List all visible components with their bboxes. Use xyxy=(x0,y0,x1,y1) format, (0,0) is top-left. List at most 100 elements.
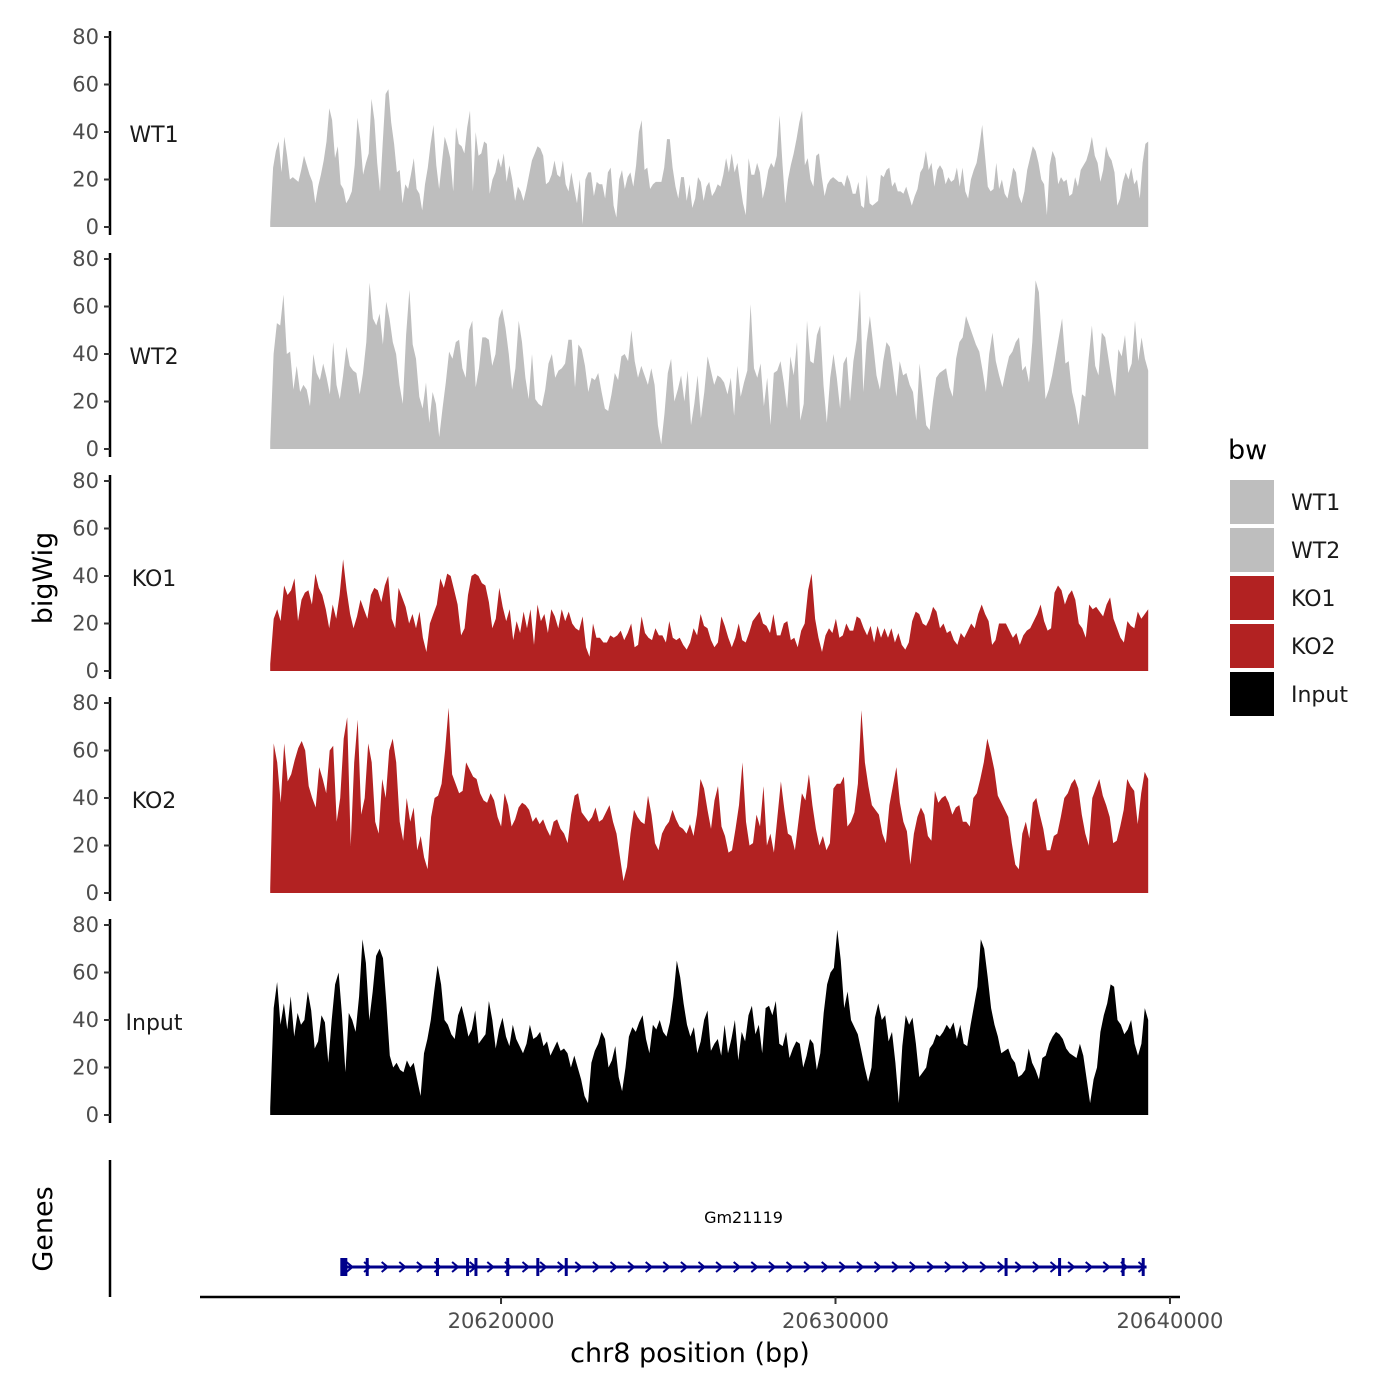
legend-key-wt2 xyxy=(1230,528,1274,572)
y-tick-label: 20 xyxy=(72,1056,99,1080)
track-label-ko1: KO1 xyxy=(132,567,177,592)
exon xyxy=(466,1258,470,1276)
strand-arrow xyxy=(609,1261,619,1273)
legend-key-wt1 xyxy=(1230,480,1274,524)
strand-arrow xyxy=(926,1261,935,1273)
strand-arrow xyxy=(381,1261,390,1273)
strand-arrow xyxy=(838,1261,847,1273)
track-panel-ko1: 0 20 40 60 80 KO1 xyxy=(72,469,1149,683)
y-tick-label: 80 xyxy=(72,691,99,715)
legend-label-wt2: WT2 xyxy=(1291,539,1340,564)
strand-arrow xyxy=(645,1261,654,1273)
x-axis: 20620000 20630000 20640000 xyxy=(200,1295,1224,1333)
legend-label-input: Input xyxy=(1291,683,1348,708)
strand-arrow xyxy=(451,1261,460,1273)
strand-arrow xyxy=(521,1261,531,1273)
track-panels: 0 20 40 60 80 WT1 0 20 40 60 80 WT2 0 20 40 60 80 KO1 0 20 4… xyxy=(72,25,1149,1127)
x-axis-title: chr8 position (bp) xyxy=(570,1338,810,1369)
exon xyxy=(340,1258,348,1276)
legend-title: bw xyxy=(1228,435,1267,466)
y-tick-label: 0 xyxy=(86,215,99,239)
legend-label-ko1: KO1 xyxy=(1291,587,1336,612)
legend-label-ko2: KO2 xyxy=(1291,635,1336,660)
track-panel-ko2: 0 20 40 60 80 KO2 xyxy=(72,691,1149,905)
x-tick-label: 20620000 xyxy=(448,1309,555,1333)
gene-track: Gm21119 xyxy=(108,1160,1147,1297)
strand-arrow xyxy=(733,1261,742,1273)
y-tick-label: 40 xyxy=(72,1008,99,1032)
strand-arrow xyxy=(891,1261,900,1273)
exon xyxy=(1004,1258,1008,1276)
track-label-wt1: WT1 xyxy=(129,123,178,148)
exon xyxy=(536,1258,540,1276)
exon xyxy=(1058,1258,1062,1276)
y-tick-label: 60 xyxy=(72,739,99,763)
legend-key-input xyxy=(1230,672,1274,716)
strand-arrow xyxy=(697,1261,707,1273)
legend-label-wt1: WT1 xyxy=(1291,491,1340,516)
strand-arrow xyxy=(539,1261,548,1273)
exon xyxy=(474,1258,478,1276)
coverage-area-wt2 xyxy=(270,280,1149,449)
legend-key-ko1 xyxy=(1230,576,1274,620)
exon xyxy=(435,1258,439,1276)
coverage-area-ko2 xyxy=(270,707,1149,893)
y-tick-label: 0 xyxy=(86,881,99,905)
strand-arrow xyxy=(979,1261,988,1273)
strand-arrow xyxy=(803,1261,812,1273)
strand-arrow xyxy=(592,1261,601,1273)
y-tick-label: 60 xyxy=(72,73,99,97)
strand-arrow xyxy=(909,1261,918,1273)
track-panel-wt2: 0 20 40 60 80 WT2 xyxy=(72,247,1149,461)
y-tick-label: 40 xyxy=(72,564,99,588)
strand-arrow xyxy=(750,1261,759,1273)
strand-arrow xyxy=(486,1261,495,1273)
strand-arrow xyxy=(768,1261,777,1273)
y-tick-label: 80 xyxy=(72,25,99,49)
track-label-ko2: KO2 xyxy=(132,789,177,814)
y-tick-label: 20 xyxy=(72,168,99,192)
y-tick-label: 40 xyxy=(72,786,99,810)
track-label-input: Input xyxy=(126,1011,183,1036)
y-tick-label: 60 xyxy=(72,961,99,985)
x-tick-label: 20640000 xyxy=(1117,1309,1224,1333)
coverage-area-ko1 xyxy=(270,559,1149,671)
legend-key-ko2 xyxy=(1230,624,1274,668)
strand-arrow xyxy=(680,1261,689,1273)
exon xyxy=(1121,1258,1125,1276)
y-tick-label: 0 xyxy=(86,659,99,683)
legend: bw WT1 WT2 KO1 KO2 Input xyxy=(1228,435,1348,716)
exon xyxy=(506,1258,510,1276)
strand-arrow xyxy=(961,1261,971,1273)
coverage-area-input xyxy=(270,929,1149,1115)
y-tick-label: 40 xyxy=(72,342,99,366)
y-tick-label: 40 xyxy=(72,120,99,144)
coverage-area-wt1 xyxy=(270,89,1149,227)
exon xyxy=(365,1258,369,1276)
strand-arrow xyxy=(715,1261,724,1273)
track-panel-wt1: 0 20 40 60 80 WT1 xyxy=(72,25,1149,239)
y-tick-label: 60 xyxy=(72,517,99,541)
track-panel-input: 0 20 40 60 80 Input xyxy=(72,913,1149,1127)
strand-arrow xyxy=(1085,1261,1094,1273)
track-label-wt2: WT2 xyxy=(129,345,178,370)
strand-arrow xyxy=(662,1261,671,1273)
strand-arrow xyxy=(1102,1261,1111,1273)
strand-arrow xyxy=(557,1261,566,1273)
y-tick-label: 80 xyxy=(72,247,99,271)
y-tick-label: 60 xyxy=(72,295,99,319)
strand-arrow xyxy=(398,1261,407,1273)
strand-arrow xyxy=(944,1261,953,1273)
x-tick-label: 20630000 xyxy=(782,1309,889,1333)
y-tick-label: 20 xyxy=(72,390,99,414)
strand-arrow xyxy=(345,1261,355,1273)
strand-arrow xyxy=(873,1261,883,1273)
y-tick-label: 0 xyxy=(86,1103,99,1127)
exon xyxy=(1141,1258,1145,1276)
strand-arrow xyxy=(1067,1261,1076,1273)
strand-arrow xyxy=(856,1261,865,1273)
exon xyxy=(564,1258,568,1276)
y-tick-label: 80 xyxy=(72,913,99,937)
strand-arrow xyxy=(997,1261,1006,1273)
strand-arrow xyxy=(1014,1261,1023,1273)
